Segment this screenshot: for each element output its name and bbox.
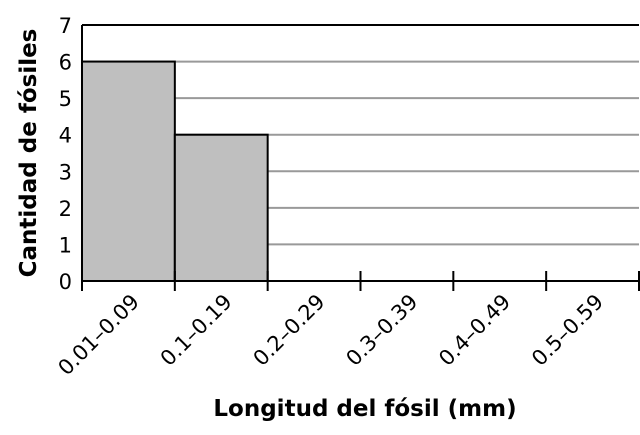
- x-tick-label: 0.2–0.29: [249, 290, 330, 371]
- y-tick-label: 4: [59, 124, 72, 148]
- y-tick-label: 0: [59, 270, 72, 294]
- y-tick-label: 2: [59, 197, 72, 221]
- y-tick-label: 3: [59, 160, 72, 184]
- y-tick-label: 1: [59, 233, 72, 257]
- y-tick-label: 5: [59, 87, 72, 111]
- bar: [173, 133, 269, 282]
- y-tick-label: 7: [59, 14, 72, 38]
- x-tick-label: 0.3–0.39: [341, 290, 422, 371]
- x-axis-title: Longitud del fósil (mm): [213, 396, 516, 422]
- x-tick-label: 0.5–0.59: [527, 290, 608, 371]
- x-tick-label: 0.1–0.19: [156, 290, 237, 371]
- y-axis-title: Cantidad de fósiles: [16, 29, 42, 278]
- x-tick-label: 0.01–0.09: [53, 290, 144, 381]
- bar: [81, 60, 176, 283]
- x-tick-label: 0.4–0.49: [434, 290, 515, 371]
- y-tick-label: 6: [59, 51, 72, 75]
